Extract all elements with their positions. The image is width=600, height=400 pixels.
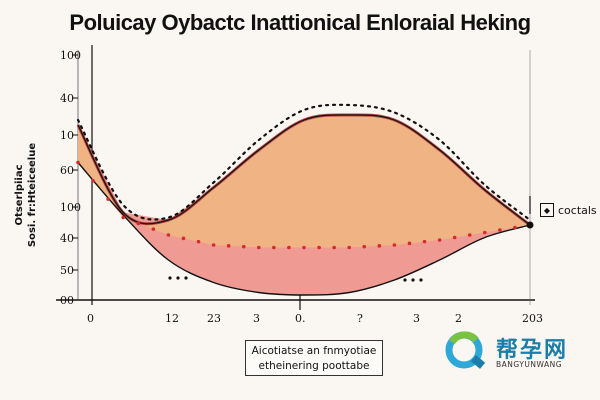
red-dot-point: [166, 233, 171, 237]
x-tick-label: 3: [253, 312, 260, 325]
y-axis-label: Otserlpiiac Sosi. fr:Hteiceelue: [14, 143, 38, 247]
base-dot-point: [403, 278, 407, 282]
red-dot-point: [332, 245, 336, 250]
red-dot-point: [272, 245, 276, 250]
red-dot-point: [121, 215, 125, 220]
annotation-line-2: etheinering poottabe: [258, 360, 370, 372]
series-area-upper: [78, 114, 530, 248]
red-dot-point: [76, 160, 80, 165]
base-dot-point: [168, 276, 172, 280]
x-tick-label: ?: [357, 312, 363, 325]
y-tick-label: 00: [60, 294, 74, 307]
red-dot-point: [226, 244, 231, 248]
red-dot-point: [467, 233, 472, 237]
legend-label: coctals: [558, 203, 597, 217]
series-line-lower: [77, 162, 531, 296]
red-dot-point: [91, 179, 95, 183]
y-tick-label: 60: [60, 164, 74, 177]
red-dot-point: [377, 244, 382, 248]
y-tick-label: 100: [60, 49, 81, 62]
y-tick-label: 10: [60, 129, 74, 142]
y-axis-label-line: Otserlpiiac: [14, 164, 25, 225]
red-dot-point: [287, 245, 291, 250]
red-dot-point: [407, 241, 412, 246]
watermark: 帮孕网 BANGYUNWANG: [444, 330, 594, 378]
red-dot-point: [211, 243, 216, 247]
x-tick-label: 0.: [295, 312, 306, 325]
base-dot-point: [419, 278, 423, 282]
y-tick-label: 40: [60, 92, 74, 105]
y-tick-label: 100: [60, 201, 81, 214]
base-dot-point: [411, 278, 415, 282]
series-line-upper-inner: [77, 114, 531, 226]
base-dot-point: [176, 276, 180, 280]
watermark-subtext: BANGYUNWANG: [496, 360, 563, 369]
red-dot-point: [392, 243, 397, 247]
red-dot-point: [452, 235, 457, 240]
watermark-logo-icon: [445, 331, 486, 369]
red-dot-point: [347, 245, 352, 250]
red-dot-point: [317, 245, 321, 250]
x-tick-label: 203: [522, 312, 543, 325]
red-dot-point: [241, 244, 246, 249]
y-axis-label-line: Sosi. fr:Hteiceelue: [27, 143, 38, 247]
y-tick-label: 50: [60, 264, 74, 277]
red-dot-point: [422, 239, 427, 244]
red-dot-point: [257, 245, 261, 250]
x-tick-label: 12: [165, 312, 179, 325]
red-dot-point: [483, 230, 487, 235]
red-dot-point: [302, 245, 306, 250]
red-dot-point: [181, 236, 186, 241]
x-tick-label: 3: [413, 312, 420, 325]
annotation-box: Aicotiatse an fnmyotiae etheinering poot…: [245, 340, 383, 376]
red-dot-point: [106, 197, 110, 201]
tick-labels: 00 50 40 100 60 10 40 100 0 12 23 3 0.? 3 2 203: [60, 49, 543, 325]
y-tick-label: 40: [60, 232, 74, 245]
annotation-line-1: Aicotiatse an fnmyotiae: [251, 345, 377, 357]
legend: ◆ coctals: [540, 202, 598, 218]
series-areas: [78, 114, 530, 295]
x-tick-label: 23: [207, 312, 221, 325]
series-marks: [76, 103, 534, 296]
red-dot-point: [136, 221, 141, 226]
legend-marker-icon: ◆: [540, 203, 554, 217]
red-dot-point: [362, 244, 367, 249]
series-line-dotted: [76, 103, 532, 222]
red-dot-point: [437, 238, 442, 242]
chart-title: Poluicay Oybactc Inattionical Enloraial …: [69, 10, 531, 35]
x-tick-label: 2: [455, 312, 462, 325]
series-endpoint: [526, 221, 534, 229]
red-dot-point: [498, 228, 502, 232]
x-tick-label: 0: [87, 312, 94, 325]
watermark-text: 帮孕网: [496, 338, 569, 363]
red-dot-point: [151, 227, 156, 231]
red-dot-point: [196, 239, 201, 244]
red-dot-point: [513, 225, 517, 230]
base-dot-point: [184, 276, 188, 280]
